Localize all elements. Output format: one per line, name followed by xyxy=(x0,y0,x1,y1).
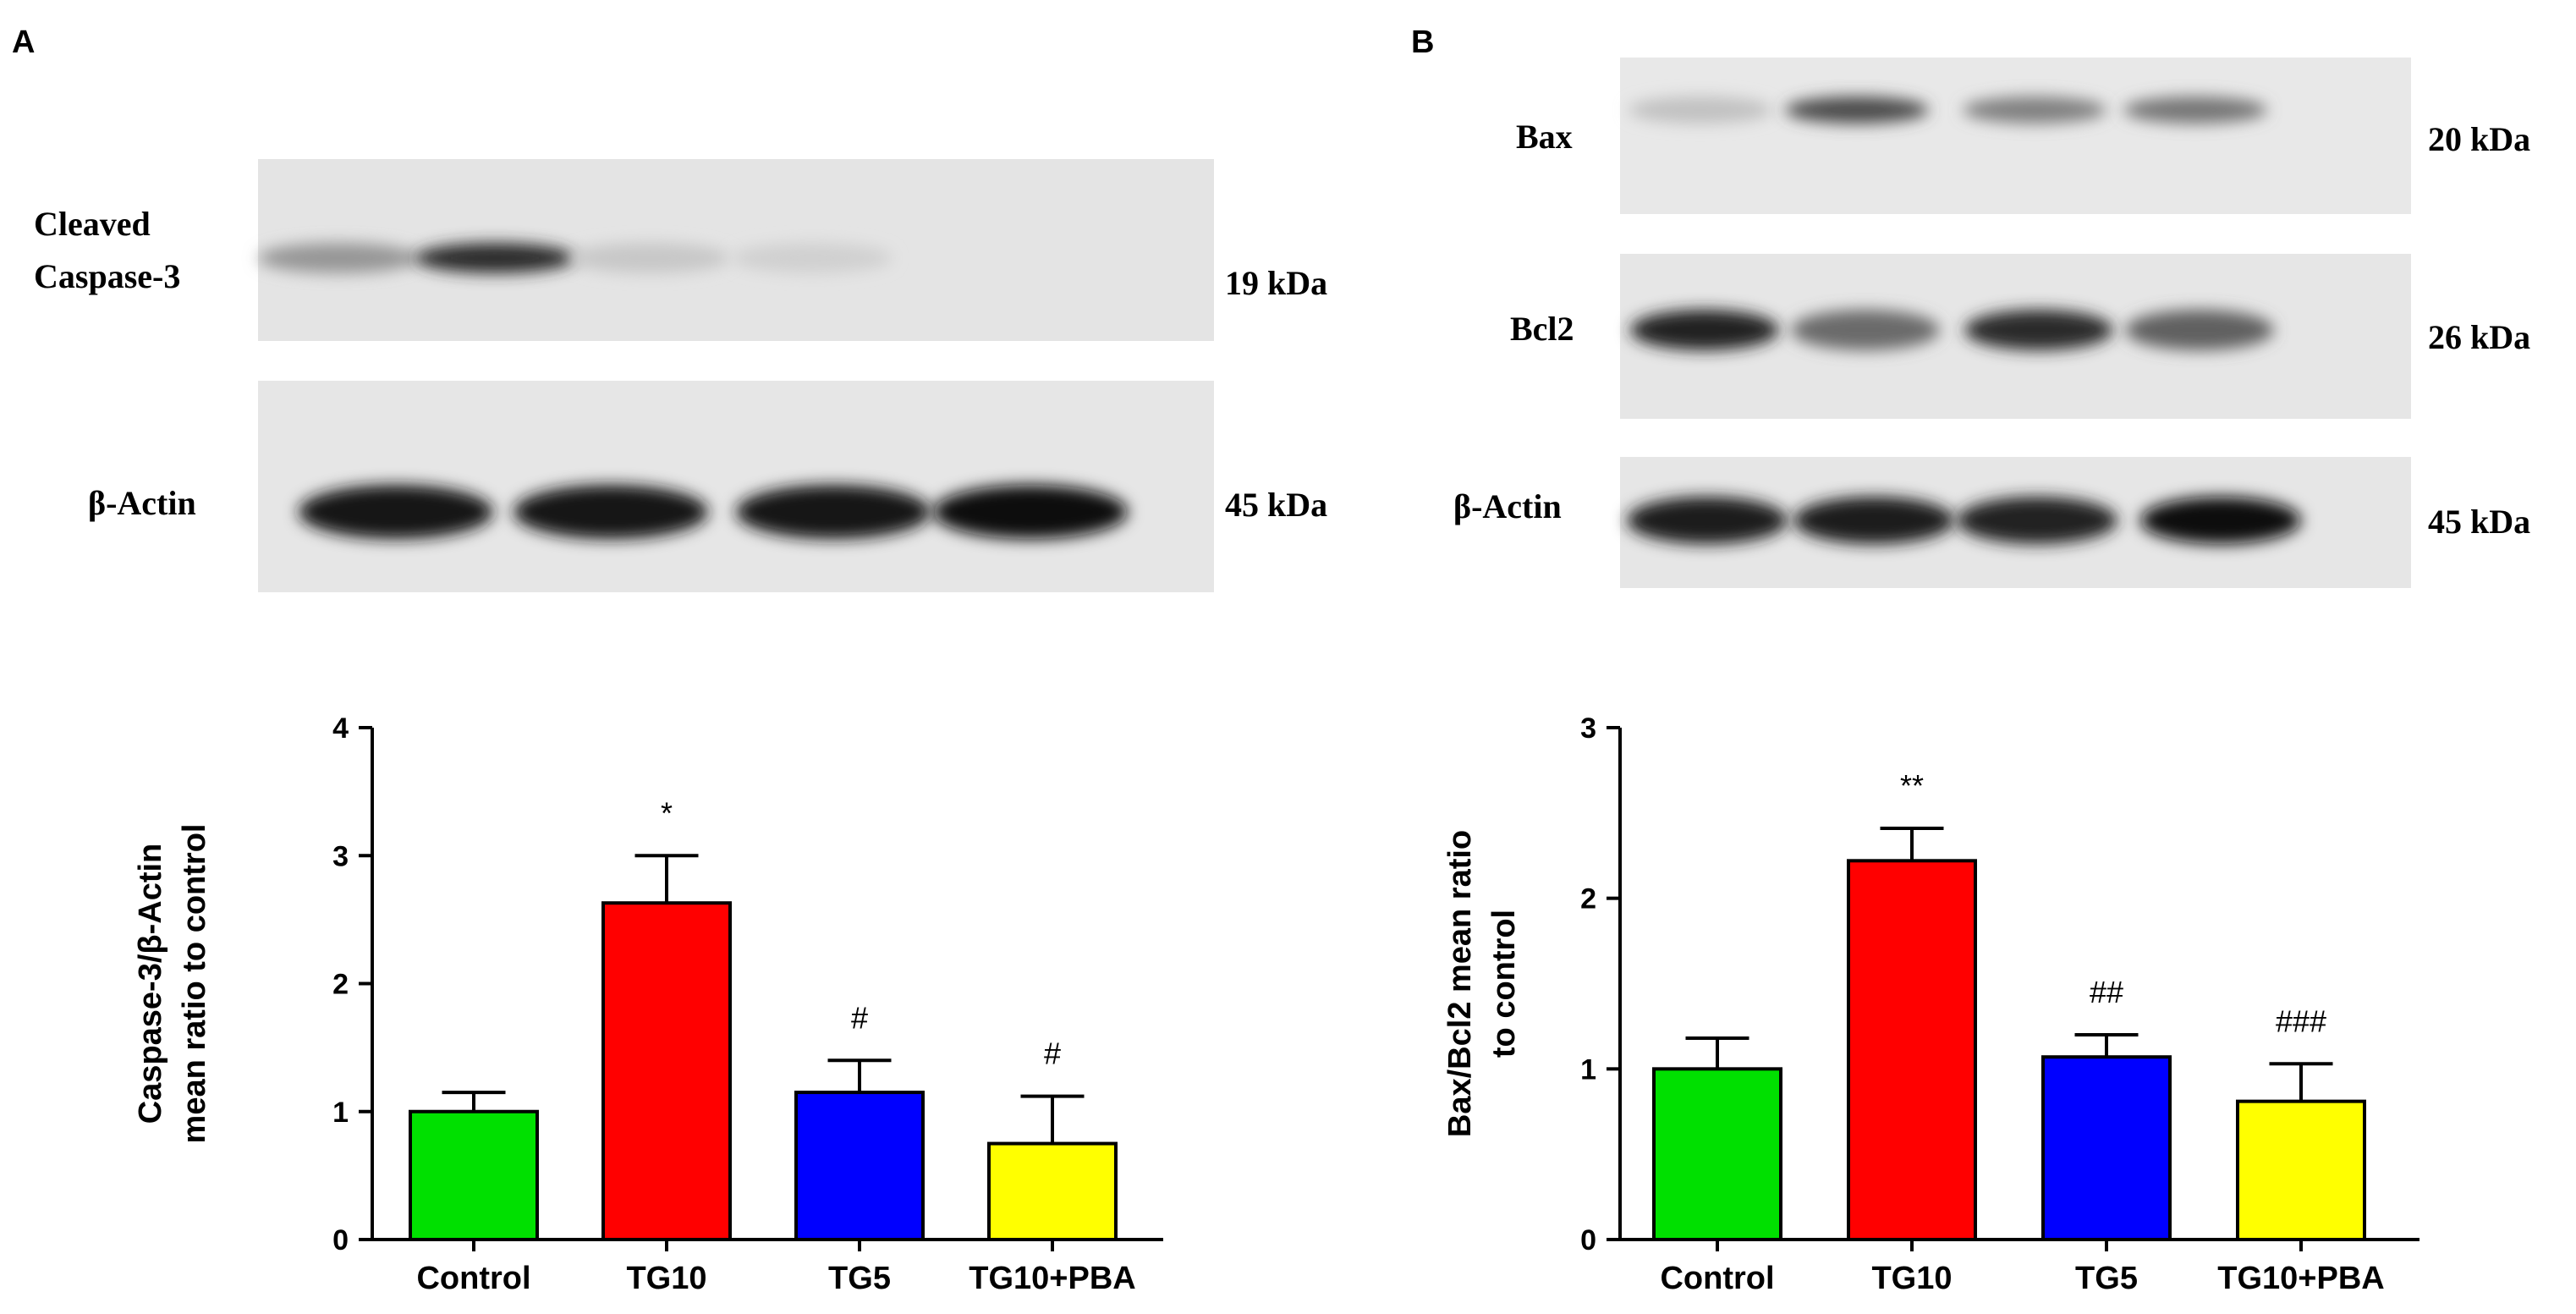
chart-b-ytick-label: 1 xyxy=(1580,1053,1596,1086)
panel-b-blots: Bax 20 kDa Bcl2 26 kDa β-Actin 45 kDa xyxy=(1453,58,2530,588)
panel-b-letter: B xyxy=(1411,25,1434,60)
chart-a-ytick-label: 0 xyxy=(332,1224,349,1256)
actin-label-a: β-Actin xyxy=(88,484,196,522)
actin-band-b-3 xyxy=(1957,497,2117,544)
bcl2-band-1 xyxy=(1630,310,1779,350)
actin-band-b-4 xyxy=(2140,497,2301,544)
bax-band-4 xyxy=(2123,96,2267,124)
bax-band-1 xyxy=(1629,96,1772,124)
bax-band-2 xyxy=(1785,96,1929,124)
chart-a-ytick-label: 2 xyxy=(332,969,349,1001)
chart-a-category-label: TG10+PBA xyxy=(969,1261,1135,1296)
chart-b-significance-4: ### xyxy=(2276,1003,2326,1038)
chart-b-ytick-label: 2 xyxy=(1580,883,1596,915)
chart-b-category-label: TG10 xyxy=(1871,1261,1952,1296)
actin-band-b-2 xyxy=(1793,497,1954,544)
chart-b-category-label: TG5 xyxy=(2075,1261,2138,1296)
actin-label-b: β-Actin xyxy=(1453,487,1562,525)
chart-a-category-label: TG10 xyxy=(626,1261,706,1296)
chart-a-bar-tg10-pba xyxy=(987,1141,1118,1241)
chart-a-significance-2: * xyxy=(661,795,673,830)
cleaved-caspase3-band-3 xyxy=(569,243,730,273)
actin-band-a-4 xyxy=(933,485,1128,539)
bcl2-label: Bcl2 xyxy=(1510,310,1574,348)
chart-b-ytick-label: 3 xyxy=(1580,712,1596,745)
chart-b-bar-tg10 xyxy=(1847,859,1977,1241)
bax-band-3 xyxy=(1963,96,2106,124)
chart-a-significance-4: # xyxy=(1044,1036,1061,1071)
bcl2-kda: 26 kDa xyxy=(2428,318,2530,356)
chart-b-ylabel-line2: to control xyxy=(1486,910,1522,1058)
chart-b-bar-control xyxy=(1652,1067,1782,1242)
chart-a-bar-tg10 xyxy=(601,901,732,1242)
chart-b-category-label: TG10+PBA xyxy=(2217,1261,2384,1296)
chart-a: Caspase-3/β-Actin mean ratio to control … xyxy=(133,712,1163,1296)
chart-b: Bax/Bcl2 mean ratio to control 0 1 2 3 Contr… xyxy=(1442,712,2419,1296)
chart-a-ylabel-line1: Caspase-3/β-Actin xyxy=(133,844,168,1124)
cleaved-caspase3-band-1 xyxy=(258,243,419,273)
actin-band-a-2 xyxy=(514,485,708,539)
chart-a-bar-control xyxy=(409,1109,539,1241)
chart-a-category-label: Control xyxy=(416,1261,530,1296)
chart-b-bar-tg10-pba xyxy=(2236,1099,2366,1242)
actin-band-a-1 xyxy=(299,485,493,539)
bax-kda: 20 kDa xyxy=(2428,120,2530,158)
chart-a-bar-tg5 xyxy=(794,1091,925,1241)
bcl2-band-3 xyxy=(1964,310,2113,350)
actin-kda-a: 45 kDa xyxy=(1225,486,1327,524)
chart-b-significance-2: ** xyxy=(1900,768,1924,803)
chart-a-ytick-label: 3 xyxy=(332,840,349,872)
chart-b-ytick-label: 0 xyxy=(1580,1224,1596,1256)
cleaved-caspase3-kda: 19 kDa xyxy=(1225,264,1327,302)
chart-a-ytick-label: 1 xyxy=(332,1097,349,1129)
cleaved-caspase3-band-4 xyxy=(732,243,893,273)
actin-band-b-1 xyxy=(1627,497,1788,544)
chart-b-ylabel-line1: Bax/Bcl2 mean ratio xyxy=(1442,830,1478,1137)
cleaved-caspase3-band-2 xyxy=(415,243,575,273)
bax-blot-membrane xyxy=(1620,58,2411,214)
cleaved-caspase3-label-line1: Cleaved xyxy=(34,205,151,243)
cleaved-caspase3-label-line2: Caspase-3 xyxy=(34,257,180,295)
chart-a-significance-3: # xyxy=(851,1000,868,1035)
panel-a-letter: A xyxy=(12,25,35,60)
chart-b-category-label: Control xyxy=(1660,1261,1774,1296)
chart-a-ylabel-line2: mean ratio to control xyxy=(177,824,212,1144)
cleaved-caspase3-blot-membrane xyxy=(258,159,1214,341)
chart-a-ytick-label: 4 xyxy=(332,712,349,745)
chart-b-bar-tg5 xyxy=(2041,1055,2172,1242)
chart-a-category-label: TG5 xyxy=(828,1261,891,1296)
chart-b-significance-3: ## xyxy=(2090,975,2123,1009)
bax-label: Bax xyxy=(1516,118,1573,156)
bcl2-band-4 xyxy=(2125,310,2274,350)
actin-band-a-3 xyxy=(736,485,931,539)
panel-a-blots: Cleaved Caspase-3 19 kDa β-Actin 45 kDa xyxy=(34,159,1327,592)
actin-kda-b: 45 kDa xyxy=(2428,503,2530,541)
bcl2-band-2 xyxy=(1791,310,1940,350)
